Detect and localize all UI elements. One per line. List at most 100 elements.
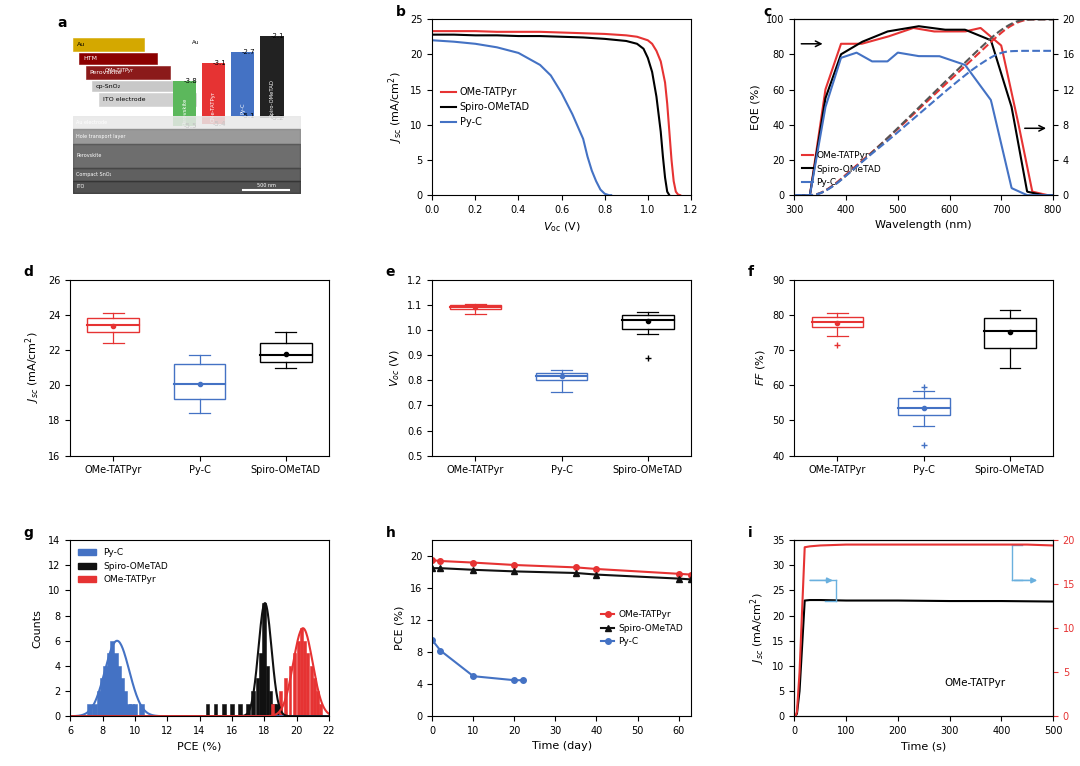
Spiro-OMeTAD	[620, 36, 633, 45]
Spiro-OMeTAD	[659, 173, 672, 182]
Bar	[269, 691, 272, 716]
Bar	[313, 679, 315, 716]
Py-C	[598, 189, 611, 198]
OMe-TATPyr	[569, 563, 582, 572]
Py-C	[512, 48, 525, 57]
Spiro-OMeTAD	[685, 574, 698, 584]
OMe-TATPyr	[942, 27, 955, 36]
Py-C	[436, 36, 449, 45]
Py-C	[943, 55, 956, 64]
Bar	[97, 691, 102, 716]
Bar	[984, 319, 1036, 349]
Spiro-OMeTAD	[447, 30, 460, 39]
Line: Py-C: Py-C	[430, 637, 525, 683]
Py-C	[447, 37, 460, 46]
Py-C	[490, 43, 503, 52]
Bar	[266, 666, 269, 716]
Line: OMe-TATPyr: OMe-TATPyr	[795, 28, 1053, 195]
Spiro-OMeTAD	[631, 39, 644, 48]
Bar	[320, 704, 322, 716]
Spiro-OMeTAD	[650, 92, 663, 101]
Py-C	[426, 36, 438, 45]
OMe-TATPyr	[512, 28, 525, 37]
OMe-TATPyr	[598, 29, 611, 38]
Spiro-OMeTAD	[467, 565, 480, 574]
Text: OMe-TATPyr: OMe-TATPyr	[945, 678, 1005, 688]
OMe-TATPyr	[650, 46, 663, 55]
OMe-TATPyr	[447, 27, 460, 36]
Legend: Py-C, Spiro-OMeTAD, OMe-TATPyr: Py-C, Spiro-OMeTAD, OMe-TATPyr	[75, 545, 172, 588]
Bar	[284, 679, 286, 716]
Py-C	[892, 48, 905, 57]
Spiro-OMeTAD	[646, 67, 659, 77]
OMe-TATPyr	[928, 27, 941, 36]
OMe-TATPyr	[685, 570, 698, 579]
Bar	[113, 653, 118, 716]
Spiro-OMeTAD	[569, 568, 582, 578]
Spiro-OMeTAD	[642, 54, 654, 63]
Line: Py-C: Py-C	[432, 41, 611, 195]
Text: e: e	[386, 265, 395, 279]
Bar	[251, 691, 255, 716]
Bar	[272, 704, 275, 716]
Py-C	[1047, 191, 1059, 200]
Bar	[260, 343, 312, 362]
Bar	[449, 306, 501, 309]
Spiro-OMeTAD	[469, 31, 482, 40]
Py-C	[585, 166, 598, 175]
Bar	[214, 704, 217, 716]
Y-axis label: $FF$ (%): $FF$ (%)	[754, 349, 767, 386]
OMe-TATPyr	[974, 24, 987, 33]
OMe-TATPyr	[674, 191, 687, 200]
OMe-TATPyr	[661, 99, 674, 108]
Bar	[239, 704, 242, 716]
Text: h: h	[386, 525, 395, 540]
Py-C	[555, 89, 568, 98]
Line: OMe-TATPyr: OMe-TATPyr	[430, 558, 693, 578]
Bar	[811, 316, 863, 327]
Spiro-OMeTAD	[663, 191, 676, 200]
Spiro-OMeTAD	[657, 152, 670, 161]
OMe-TATPyr	[667, 176, 680, 185]
Text: f: f	[747, 265, 754, 279]
OMe-TATPyr	[672, 569, 685, 578]
Line: OMe-TATPyr: OMe-TATPyr	[432, 31, 680, 195]
Text: a: a	[57, 15, 67, 30]
Bar	[622, 316, 674, 329]
OMe-TATPyr	[577, 28, 590, 38]
OMe-TATPyr	[913, 25, 926, 34]
OMe-TATPyr	[631, 32, 644, 41]
Y-axis label: $J_{sc}$ (mA/cm$^2$): $J_{sc}$ (mA/cm$^2$)	[24, 332, 42, 404]
Line: Spiro-OMeTAD: Spiro-OMeTAD	[795, 26, 1053, 195]
Bar	[303, 641, 306, 716]
Bar	[256, 679, 259, 716]
Text: c: c	[764, 5, 771, 18]
Spiro-OMeTAD	[913, 21, 926, 31]
OMe-TATPyr	[1000, 67, 1013, 76]
Bar	[130, 704, 134, 716]
Bar	[271, 704, 273, 716]
Spiro-OMeTAD	[910, 21, 923, 31]
Bar	[294, 653, 296, 716]
Spiro-OMeTAD	[637, 44, 650, 54]
X-axis label: Time (day): Time (day)	[531, 741, 592, 751]
Bar	[133, 704, 137, 716]
OMe-TATPyr	[646, 39, 659, 48]
Py-C	[929, 51, 942, 61]
Bar	[139, 704, 144, 716]
Py-C	[594, 185, 607, 194]
OMe-TATPyr	[672, 190, 685, 199]
Py-C	[434, 646, 447, 655]
X-axis label: Time (s): Time (s)	[901, 741, 946, 751]
OMe-TATPyr	[534, 28, 546, 37]
Bar	[279, 704, 282, 716]
Bar	[316, 691, 319, 716]
Y-axis label: Counts: Counts	[32, 609, 42, 647]
Bar	[117, 666, 121, 716]
OMe-TATPyr	[642, 36, 654, 45]
OMe-TATPyr	[555, 28, 568, 37]
Bar	[246, 704, 249, 716]
OMe-TATPyr	[1041, 191, 1054, 200]
Bar	[107, 653, 111, 716]
Spiro-OMeTAD	[1047, 191, 1059, 200]
